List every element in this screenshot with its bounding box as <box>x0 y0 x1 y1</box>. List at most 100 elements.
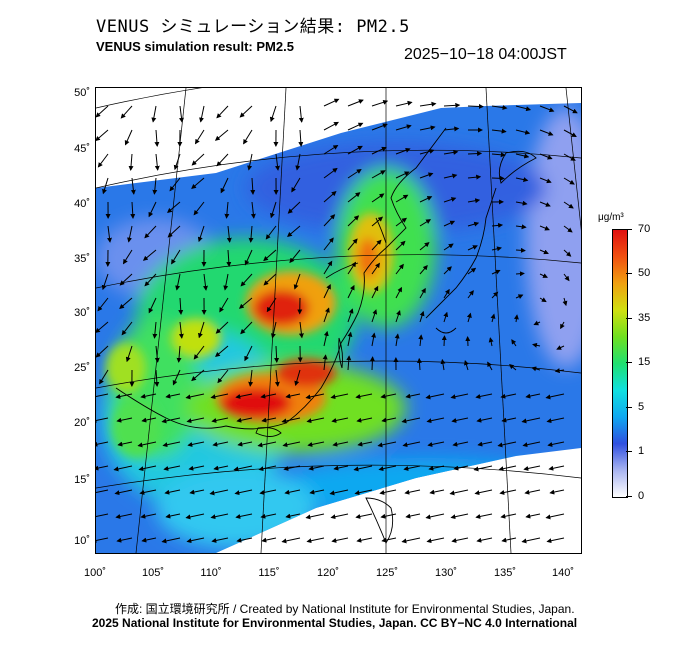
wind-arrow <box>96 441 109 447</box>
wind-arrow <box>139 489 157 495</box>
wind-arrow <box>216 105 229 119</box>
wind-arrow <box>283 465 301 471</box>
credit-text: 作成: 国立環境研究所 / Created by National Instit… <box>115 602 575 616</box>
lat-tick-45: 45˚ <box>74 143 90 155</box>
wind-arrow <box>395 194 409 203</box>
wind-arrow <box>215 321 229 334</box>
wind-arrow <box>539 105 555 113</box>
wind-arrow <box>148 297 157 314</box>
wind-arrow <box>395 100 413 107</box>
wind-arrow <box>140 393 157 399</box>
wind-arrow <box>369 356 375 371</box>
wind-arrow <box>97 297 109 312</box>
wind-arrow <box>450 393 469 400</box>
wind-arrow <box>247 153 253 171</box>
wind-arrow <box>323 283 331 299</box>
wind-arrow <box>250 201 256 219</box>
wind-arrow <box>331 537 349 543</box>
wind-arrow <box>347 99 364 107</box>
wind-arrow <box>467 267 477 275</box>
wind-arrow <box>500 513 517 519</box>
wind-arrow <box>563 273 570 282</box>
wind-arrow <box>467 103 484 109</box>
wind-arrow <box>323 190 337 203</box>
wind-arrow <box>163 465 181 471</box>
wind-arrow <box>99 369 109 385</box>
wind-arrow <box>443 126 460 132</box>
wind-arrow <box>130 177 136 195</box>
wind-arrow <box>491 246 502 252</box>
wind-arrow <box>285 393 301 399</box>
wind-arrow <box>323 330 329 347</box>
wind-arrow <box>546 417 565 424</box>
lat-tick-20: 20˚ <box>74 417 90 429</box>
wind-arrow <box>395 240 406 251</box>
wind-arrow <box>165 393 181 399</box>
wind-arrow <box>148 201 157 218</box>
wind-arrow <box>294 369 301 387</box>
wind-arrow <box>419 125 436 131</box>
wind-arrow <box>395 171 410 179</box>
wind-arrow <box>443 266 452 275</box>
colorbar-label-5: 5 <box>638 401 645 413</box>
wind-arrow <box>515 177 529 183</box>
wind-arrow <box>426 417 445 424</box>
wind-arrow <box>114 489 133 496</box>
wind-arrow <box>371 285 379 299</box>
wind-arrow <box>96 321 109 334</box>
wind-arrow <box>427 441 445 447</box>
wind-arrow <box>173 153 181 171</box>
wind-arrow <box>226 249 232 267</box>
wind-arrow <box>549 489 565 495</box>
wind-arrow <box>307 441 325 447</box>
lat-tick-50: 50˚ <box>74 87 90 99</box>
lon-tick-120: 120˚ <box>316 567 340 579</box>
wind-arrow <box>187 441 205 447</box>
wind-arrow <box>270 201 277 219</box>
wind-arrow <box>515 129 531 135</box>
wind-arrow <box>298 105 304 123</box>
wind-arrow <box>199 105 205 123</box>
wind-arrow <box>539 273 549 278</box>
wind-arrow <box>96 513 109 518</box>
wind-arrow <box>560 321 565 330</box>
wind-arrow <box>306 537 325 544</box>
wind-arrow <box>563 129 577 137</box>
wind-arrow <box>96 393 109 398</box>
title-english: VENUS simulation result: PM2.5 <box>96 39 294 54</box>
wind-arrow <box>144 273 157 287</box>
wind-arrow <box>248 225 254 243</box>
wind-arrow <box>467 174 482 180</box>
wind-arrow <box>298 129 304 147</box>
wind-arrow <box>515 294 524 299</box>
wind-arrow <box>235 513 253 519</box>
lat-tick-30: 30˚ <box>74 307 90 319</box>
wind-arrow <box>394 333 400 347</box>
wind-arrow <box>275 153 280 171</box>
wind-arrow <box>450 513 469 520</box>
wind-arrow <box>416 357 422 371</box>
wind-arrow <box>193 201 205 216</box>
wind-arrow <box>330 393 349 400</box>
wind-arrow <box>257 441 277 448</box>
wind-arrow <box>443 243 454 251</box>
wind-arrow <box>532 342 541 348</box>
wind-arrow <box>116 417 133 423</box>
wind-arrow <box>429 489 445 495</box>
wind-arrow <box>260 393 277 399</box>
wind-arrow <box>210 393 229 400</box>
wind-arrow <box>323 121 339 131</box>
wind-arrow <box>347 331 353 347</box>
wind-arrow <box>515 105 532 112</box>
wind-arrow <box>347 168 362 179</box>
wind-arrow <box>270 321 277 339</box>
license-text: 2025 National Institute for Environmenta… <box>92 616 578 630</box>
wind-arrow <box>322 354 328 371</box>
wind-arrow <box>347 308 354 323</box>
wind-arrow <box>563 105 578 114</box>
wind-arrow <box>175 273 181 291</box>
wind-arrow <box>154 369 160 387</box>
wind-arrow <box>219 297 229 313</box>
wind-arrow <box>323 144 339 155</box>
wind-arrow <box>233 465 253 472</box>
